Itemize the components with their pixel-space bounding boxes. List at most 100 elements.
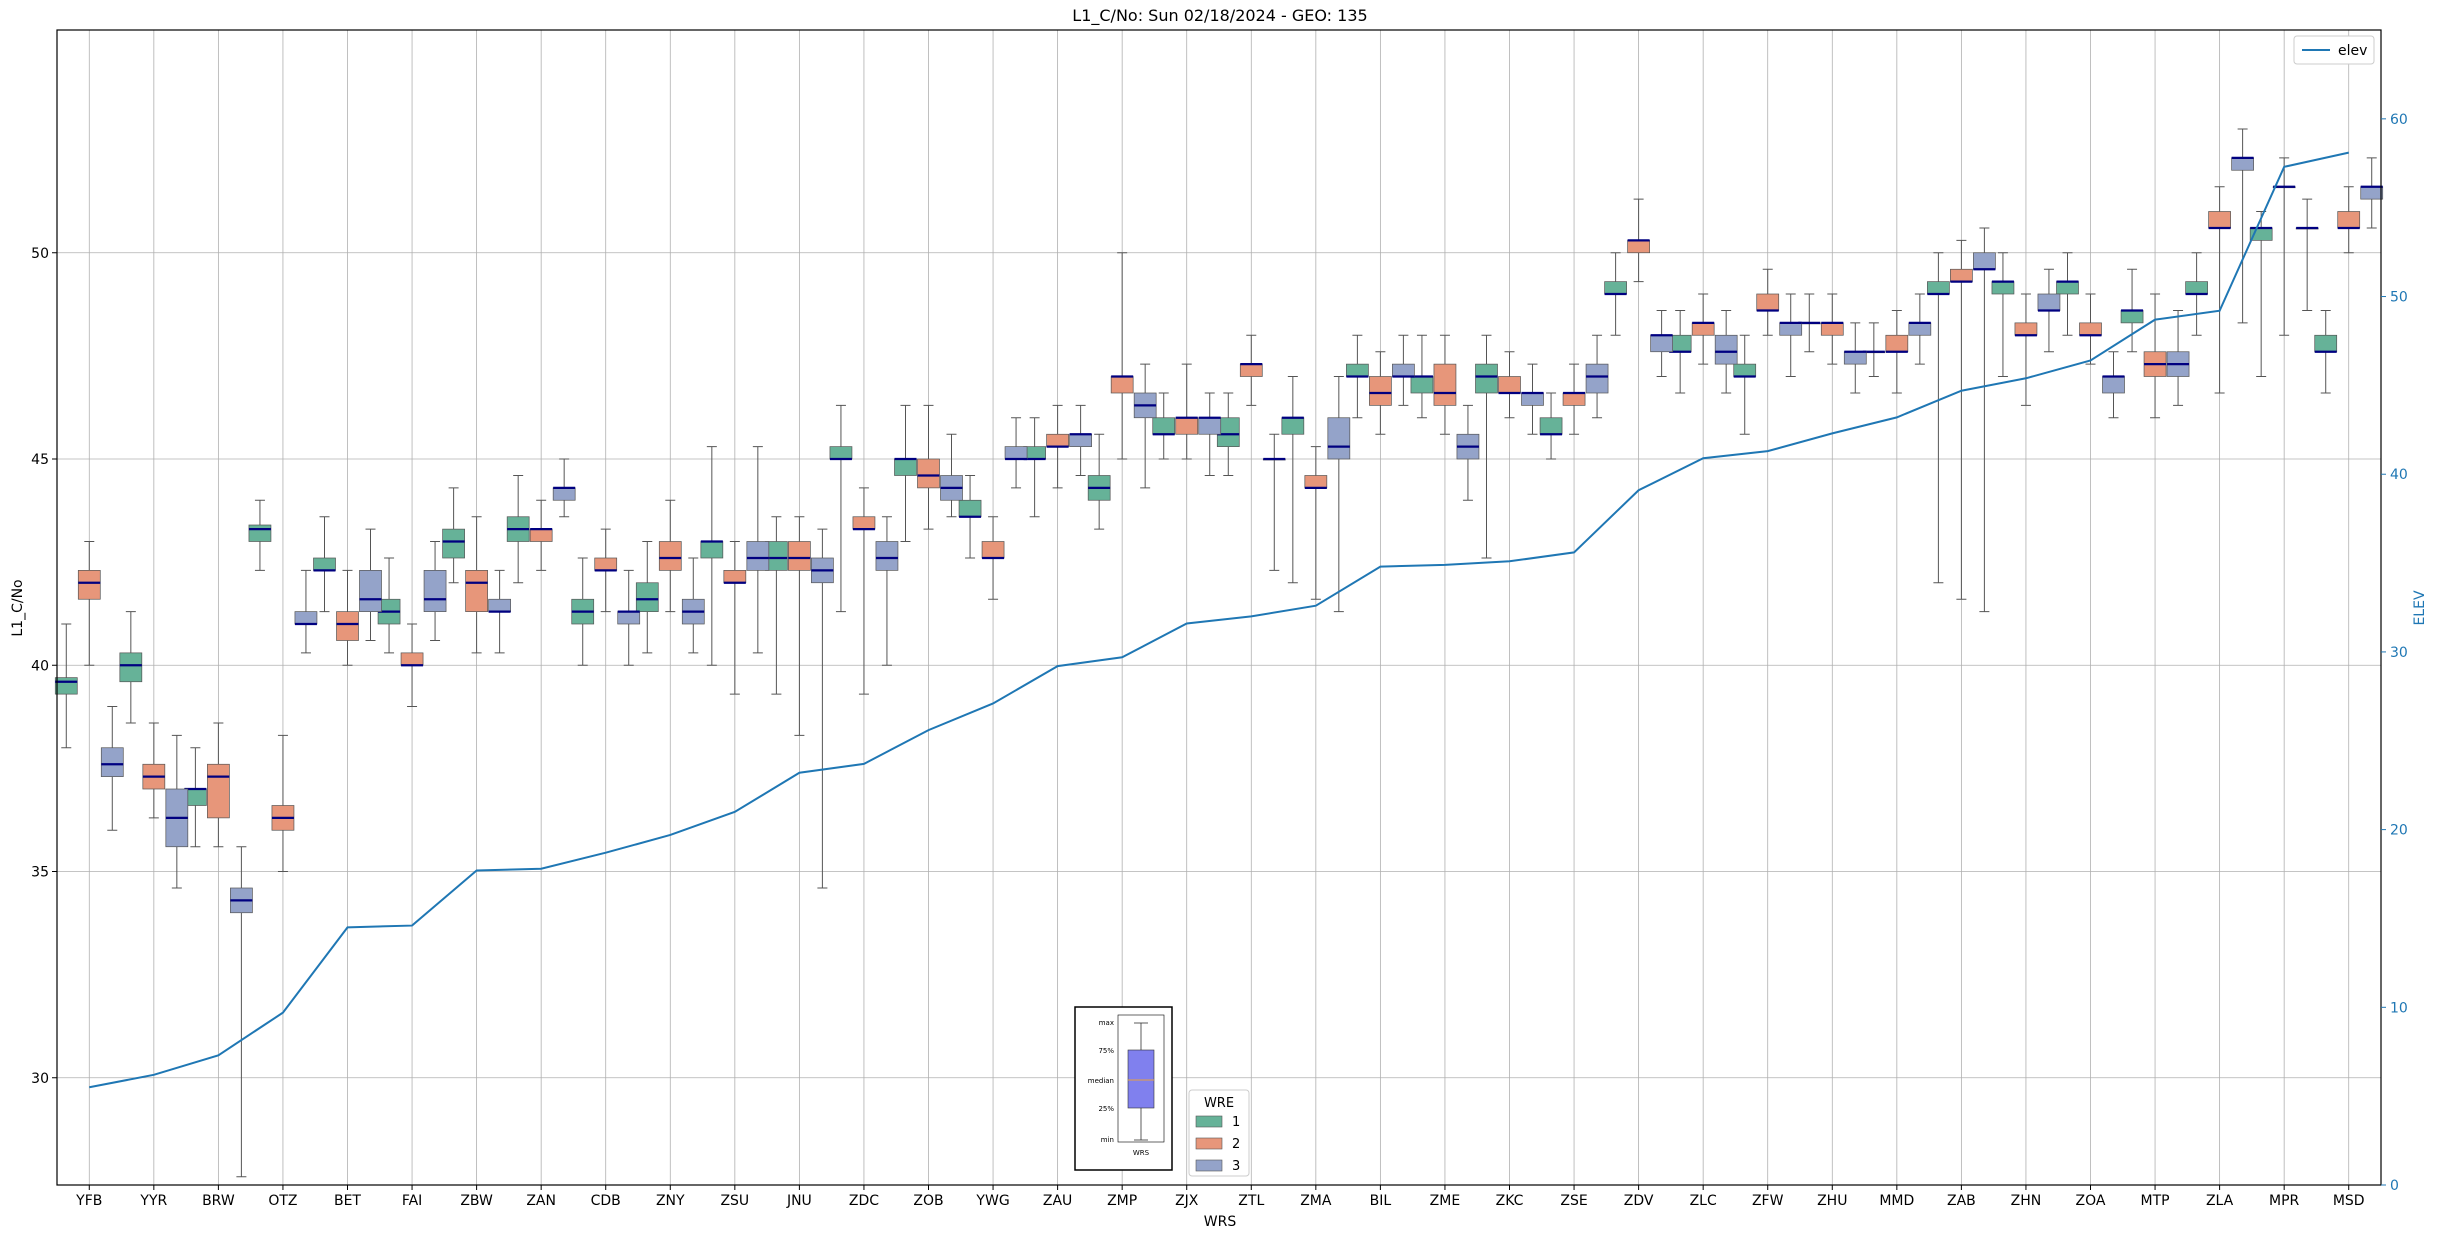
box-body: [1346, 363, 1369, 377]
box-ZDC-wre-3: [875, 516, 899, 666]
box-ZME-wre-3: [1456, 404, 1480, 501]
box-body: [336, 611, 359, 641]
box-body: [1691, 322, 1715, 336]
box-YYR-wre-1: [119, 611, 143, 724]
box-ZMA-wre-2: [1304, 446, 1328, 600]
box-body: [1562, 392, 1586, 406]
box-body: [1820, 322, 1844, 336]
box-body: [1069, 433, 1092, 447]
box-body: [746, 541, 770, 571]
box-body: [829, 446, 853, 460]
box-ZLC-wre-2: [1691, 293, 1715, 365]
box-ZAU-wre-3: [1069, 404, 1092, 476]
box-ZNY-wre-2: [658, 499, 682, 613]
box-MSD-wre-1: [2314, 310, 2338, 394]
box-ZDV-wre-3: [1650, 310, 1673, 377]
box-JNU-wre-3: [811, 528, 834, 889]
key-inset: max 75% median 25% min WRS: [1074, 1006, 1173, 1171]
box-body: [2120, 310, 2144, 324]
box-body: [1585, 363, 1609, 394]
box-body: [1991, 281, 2015, 295]
box-body: [875, 541, 899, 571]
box-body: [852, 516, 876, 530]
box-ZOB-wre-3: [940, 433, 963, 518]
x-tick-label: ZLA: [2206, 1193, 2234, 1209]
x-tick-label: BET: [334, 1193, 361, 1209]
y2-tick-label: 0: [2390, 1178, 2399, 1194]
box-ZMP-wre-3: [1133, 363, 1157, 489]
box-ZTL-wre-3: [1262, 433, 1286, 571]
box-ZBW-wre-1: [442, 487, 465, 584]
box-ZDV-wre-1: [1604, 252, 1627, 336]
box-YYR-wre-2: [142, 722, 166, 819]
box-ZSE-wre-2: [1562, 363, 1586, 435]
box-BET-wre-1: [313, 516, 336, 613]
box-ZDC-wre-2: [852, 487, 876, 695]
wre-swatch-1: [1195, 1115, 1223, 1128]
x-tick-label: ZJX: [1175, 1193, 1199, 1209]
elev-line: [89, 151, 2349, 1089]
box-ZOA-wre-3: [2102, 351, 2125, 419]
x-tick-label: ZNY: [656, 1193, 685, 1209]
box-MMD-wre-3: [1908, 293, 1932, 365]
box-body: [1046, 433, 1069, 447]
box-ZJX-wre-1: [1152, 392, 1176, 460]
box-ZAN-wre-1: [506, 475, 530, 584]
box-body: [1885, 334, 1909, 353]
box-ZJX-wre-3: [1198, 392, 1222, 476]
wre-label-1: 1: [1232, 1115, 1240, 1130]
box-body: [359, 570, 382, 612]
x-tick-label: OTZ: [268, 1193, 297, 1209]
box-MMD-wre-1: [1862, 322, 1886, 377]
y2-tick-label: 30: [2390, 645, 2408, 661]
box-ZLA-wre-1: [2185, 252, 2208, 336]
box-ZAB-wre-3: [1973, 227, 1996, 613]
box-ZOB-wre-1: [894, 404, 917, 542]
x-axis: YFB YYR BRW OTZ BET FAI ZBW ZAN CDB ZNY ZSU JNU ZDC Z…: [75, 1185, 2365, 1209]
box-CDB-wre-1: [571, 557, 595, 666]
box-body: [1733, 363, 1757, 377]
box-ZDV-wre-2: [1627, 198, 1650, 283]
box-CDB-wre-2: [594, 528, 618, 613]
box-BIL-wre-1: [1346, 334, 1369, 419]
box-body: [2102, 376, 2125, 394]
box-body: [2231, 157, 2254, 171]
box-ZLA-wre-3: [2231, 128, 2254, 324]
box-body: [1327, 417, 1351, 460]
box-ZBW-wre-2: [465, 516, 488, 654]
box-ZMP-wre-1: [1087, 433, 1111, 530]
key-label-wrs: WRS: [1133, 1149, 1150, 1157]
x-tick-label: ZOA: [2076, 1193, 2106, 1209]
box-body: [594, 557, 618, 571]
box-body: [1498, 376, 1521, 394]
box-body: [1843, 351, 1867, 365]
box-ZSU-wre-3: [746, 446, 770, 654]
box-body: [77, 570, 101, 600]
x-tick-label: YWG: [975, 1193, 1009, 1209]
box-body: [2014, 322, 2038, 336]
box-YFB-wre-1: [54, 623, 78, 749]
box-body: [917, 458, 940, 489]
box-body: [423, 570, 447, 612]
box-ZTL-wre-2: [1239, 334, 1263, 406]
box-BIL-wre-2: [1369, 351, 1392, 435]
x-tick-label: ZSE: [1560, 1193, 1587, 1209]
box-body: [2079, 322, 2102, 336]
box-body: [1950, 268, 1973, 282]
box-OTZ-wre-3: [294, 569, 318, 654]
y-tick-label: 45: [31, 452, 49, 468]
box-JNU-wre-2: [788, 516, 811, 736]
box-body: [2185, 281, 2208, 295]
box-body: [2337, 211, 2361, 229]
box-FAI-wre-3: [423, 541, 447, 641]
y-tick-label: 50: [31, 246, 49, 262]
box-ZAU-wre-1: [1023, 417, 1046, 518]
x-tick-label: MMD: [1879, 1193, 1914, 1209]
box-ZJX-wre-2: [1175, 363, 1199, 460]
key-label-min: min: [1101, 1136, 1114, 1144]
box-MMD-wre-2: [1885, 310, 1909, 394]
box-body: [54, 677, 78, 695]
box-ZFW-wre-1: [1733, 334, 1757, 435]
x-tick-label: ZFW: [1752, 1193, 1784, 1209]
box-body: [1369, 376, 1392, 406]
